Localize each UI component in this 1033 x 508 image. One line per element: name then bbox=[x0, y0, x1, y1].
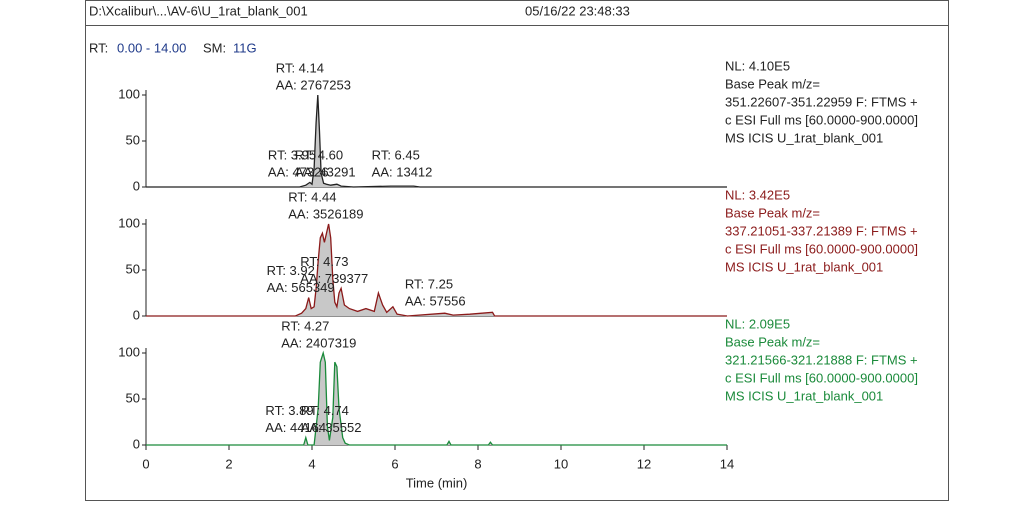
y-tick-label: 50 bbox=[126, 132, 140, 147]
peak-rt: RT: 6.45 bbox=[372, 147, 420, 162]
normalization-level: NL: 3.42E5 bbox=[725, 187, 790, 202]
scan-info: Base Peak m/z= bbox=[725, 76, 820, 91]
x-tick-label: 0 bbox=[142, 456, 149, 471]
peak-area: AA: 44164 bbox=[265, 420, 326, 435]
trace bbox=[146, 223, 727, 317]
normalization-level: NL: 2.09E5 bbox=[725, 316, 790, 331]
sm-label: SM: bbox=[203, 40, 226, 55]
peak-area: AA: 57556 bbox=[405, 293, 466, 308]
scan-info: 321.21566-321.21888 F: FTMS + bbox=[725, 352, 918, 367]
x-tick-label: 6 bbox=[391, 456, 398, 471]
frame bbox=[85, 0, 949, 501]
x-tick-label: 2 bbox=[225, 456, 232, 471]
scan-info: c ESI Full ms [60.0000-900.0000] bbox=[725, 112, 918, 127]
rt-range: 0.00 - 14.00 bbox=[117, 40, 186, 55]
normalization-level: NL: 4.10E5 bbox=[725, 58, 790, 73]
peak-rt: RT: 4.14 bbox=[276, 60, 324, 75]
y-tick-label: 100 bbox=[118, 344, 140, 359]
scan-info: Base Peak m/z= bbox=[725, 205, 820, 220]
scan-info: 337.21051-337.21389 F: FTMS + bbox=[725, 223, 918, 238]
peak-fill bbox=[146, 95, 727, 187]
scan-info: MS ICIS U_1rat_blank_001 bbox=[725, 388, 883, 403]
scan-info: MS ICIS U_1rat_blank_001 bbox=[725, 130, 883, 145]
y-tick-label: 100 bbox=[118, 86, 140, 101]
peak-rt: RT: 3.95 bbox=[268, 147, 316, 162]
peak-rt: RT: 4.27 bbox=[281, 318, 329, 333]
scan-info: c ESI Full ms [60.0000-900.0000] bbox=[725, 370, 918, 385]
y-tick-label: 50 bbox=[126, 390, 140, 405]
y-tick-label: 0 bbox=[133, 178, 140, 193]
trace bbox=[146, 350, 727, 446]
x-tick-label: 10 bbox=[554, 456, 568, 471]
peak-rt: RT: 3.89 bbox=[265, 403, 313, 418]
scan-info: MS ICIS U_1rat_blank_001 bbox=[725, 259, 883, 274]
sm-value: 11G bbox=[233, 40, 257, 55]
peak-rt: RT: 4.44 bbox=[288, 189, 336, 204]
peak-area: AA: 13412 bbox=[372, 164, 433, 179]
x-tick-label: 12 bbox=[637, 456, 651, 471]
peak-rt: RT: 4.73 bbox=[300, 254, 348, 269]
y-tick-label: 0 bbox=[133, 307, 140, 322]
file-path: D:\Xcalibur\...\AV-6\U_1rat_blank_001 bbox=[89, 3, 308, 18]
peak-rt: RT: 4.60 bbox=[295, 147, 343, 162]
x-tick-label: 14 bbox=[720, 456, 734, 471]
scan-info: 351.22607-351.22959 F: FTMS + bbox=[725, 94, 918, 109]
peak-area: AA: 2767253 bbox=[276, 77, 351, 92]
peak-area: AA: 2407319 bbox=[281, 335, 356, 350]
peak-rt: RT: 3.92 bbox=[267, 263, 315, 278]
peak-fill bbox=[146, 353, 727, 445]
peak-rt: RT: 4.74 bbox=[301, 403, 349, 418]
peak-area: AA: 47326 bbox=[268, 164, 329, 179]
rt-label: RT: bbox=[89, 40, 108, 55]
y-tick-label: 0 bbox=[133, 436, 140, 451]
y-tick-label: 100 bbox=[118, 215, 140, 230]
x-axis-title: Time (min) bbox=[406, 475, 468, 490]
y-tick-label: 50 bbox=[126, 261, 140, 276]
peak-area: AA: 739377 bbox=[300, 271, 368, 286]
peak-area: AA: 565349 bbox=[267, 280, 335, 295]
x-tick-label: 8 bbox=[474, 456, 481, 471]
peak-area: AA: 43291 bbox=[295, 164, 356, 179]
peak-area: AA: 3526189 bbox=[288, 206, 363, 221]
scan-info: c ESI Full ms [60.0000-900.0000] bbox=[725, 241, 918, 256]
timestamp: 05/16/22 23:48:33 bbox=[525, 3, 630, 18]
peak-area: AA: 35552 bbox=[301, 420, 362, 435]
peak-rt: RT: 7.25 bbox=[405, 276, 453, 291]
x-tick-label: 4 bbox=[308, 456, 315, 471]
scan-info: Base Peak m/z= bbox=[725, 334, 820, 349]
trace bbox=[146, 94, 727, 188]
